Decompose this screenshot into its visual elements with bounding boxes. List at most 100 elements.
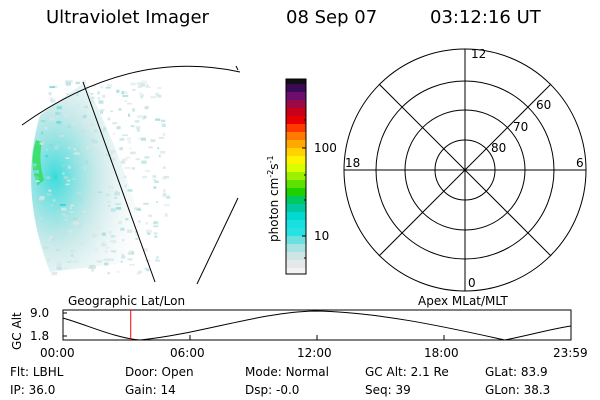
- speckle: [52, 237, 55, 241]
- speckle: [77, 195, 82, 197]
- speckle: [106, 200, 111, 203]
- speckle: [116, 207, 122, 210]
- speckle: [50, 204, 54, 207]
- speckle: [143, 202, 149, 205]
- speckle: [54, 175, 57, 179]
- speckle: [45, 154, 48, 158]
- speckle: [119, 137, 125, 141]
- speckle: [153, 225, 159, 228]
- speckle: [162, 177, 167, 180]
- speckle: [155, 92, 160, 96]
- speckle: [137, 115, 143, 119]
- speckle: [141, 160, 147, 164]
- speckle: [160, 150, 166, 154]
- speckle: [86, 200, 90, 203]
- speckle: [107, 186, 114, 189]
- mlt-label-18: 18: [345, 156, 361, 170]
- speckle: [125, 217, 129, 221]
- info-flt: Flt: LBHL: [10, 365, 64, 379]
- speckle: [84, 105, 88, 109]
- speckle: [73, 121, 80, 124]
- speckle: [103, 127, 107, 131]
- info-mode: Mode: Normal: [245, 365, 329, 379]
- speckle: [33, 170, 39, 174]
- speckle: [82, 210, 87, 214]
- timeline-xtick-2359: 23:59: [553, 346, 588, 360]
- speckle: [152, 179, 157, 181]
- speckle: [153, 186, 157, 189]
- speckle: [64, 101, 67, 105]
- lat-label-70: 70: [513, 120, 529, 134]
- mlt-label-0: 0: [468, 276, 476, 290]
- speckle: [132, 109, 135, 112]
- speckle: [91, 85, 96, 87]
- speckle: [130, 125, 135, 128]
- speckle: [68, 229, 73, 234]
- speckle: [110, 239, 117, 244]
- speckle: [110, 235, 116, 238]
- speckle: [97, 191, 102, 194]
- speckle: [57, 262, 62, 267]
- speckle: [115, 203, 122, 206]
- speckle: [142, 175, 148, 179]
- speckle: [121, 91, 125, 95]
- speckle: [67, 80, 73, 83]
- speckle: [102, 94, 106, 98]
- speckle: [93, 233, 98, 237]
- speckle: [76, 115, 83, 118]
- speckle: [39, 196, 45, 200]
- speckle: [69, 211, 74, 214]
- timeline-left-title: Geographic Lat/Lon: [68, 294, 186, 308]
- speckle: [137, 85, 142, 88]
- speckle: [150, 139, 156, 143]
- speckle: [96, 152, 103, 155]
- speckle: [76, 192, 82, 195]
- speckle: [128, 250, 134, 254]
- speckle: [136, 129, 140, 132]
- speckle: [166, 195, 171, 199]
- speckle: [67, 179, 71, 182]
- speckle: [134, 120, 140, 123]
- speckle: [130, 151, 136, 155]
- speckle: [115, 190, 118, 193]
- speckle: [48, 144, 53, 147]
- date-label: 08 Sep 07: [286, 7, 378, 28]
- speckle: [85, 128, 89, 131]
- speckle: [128, 113, 131, 117]
- aurora-green-band: [32, 140, 44, 185]
- speckle: [153, 221, 159, 225]
- speckle: [55, 111, 60, 116]
- info-glat: GLat: 83.9: [485, 365, 548, 379]
- speckle: [162, 166, 166, 169]
- timeline-plot: [62, 309, 572, 341]
- speckle: [105, 193, 110, 197]
- speckle: [152, 175, 157, 178]
- speckle: [59, 112, 62, 115]
- speckle: [58, 100, 64, 105]
- speckle: [136, 272, 141, 275]
- speckle: [132, 108, 135, 111]
- speckle: [94, 175, 97, 178]
- speckle: [32, 163, 37, 167]
- colorbar-tick-10: 10: [314, 229, 330, 243]
- speckle: [100, 111, 104, 115]
- speckle: [49, 236, 54, 238]
- colorbar: [285, 78, 307, 275]
- speckle: [145, 86, 151, 89]
- speckle: [154, 235, 158, 238]
- speckle: [82, 80, 86, 84]
- speckle: [107, 272, 110, 275]
- colorbar-tick-100: 100: [314, 141, 337, 155]
- info-gc-alt: GC Alt: 2.1 Re: [365, 365, 449, 379]
- speckle: [127, 258, 133, 261]
- speckle: [79, 242, 85, 245]
- speckle: [91, 205, 98, 207]
- speckle: [82, 155, 87, 158]
- speckle: [135, 158, 141, 161]
- speckle: [160, 119, 166, 123]
- speckle: [55, 110, 59, 113]
- speckle: [47, 258, 51, 261]
- speckle: [40, 131, 44, 135]
- speckle: [138, 220, 141, 224]
- speckle: [64, 218, 67, 221]
